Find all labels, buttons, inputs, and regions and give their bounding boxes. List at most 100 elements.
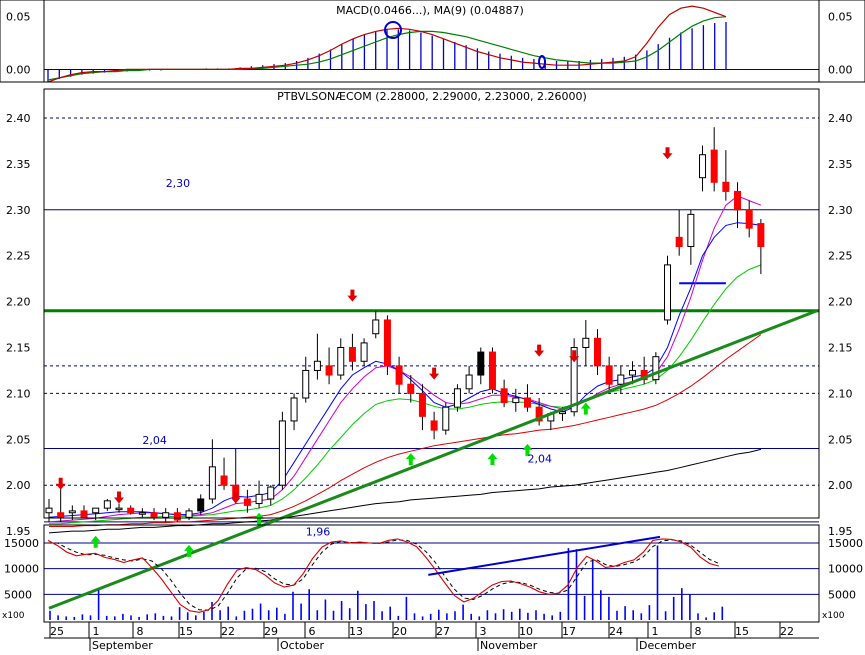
buy-arrow-icon <box>580 402 591 415</box>
x-day-label: 22 <box>221 625 235 638</box>
candle-body <box>407 383 415 394</box>
candle-body <box>243 498 251 506</box>
candle-body <box>477 351 485 376</box>
candle-body <box>138 512 146 515</box>
sell-arrow-icon <box>534 344 545 357</box>
volume-ytick-left: 10000 <box>4 563 39 576</box>
volume-ytick-right: 15000 <box>828 537 863 550</box>
buy-arrow-icon <box>254 512 265 525</box>
stochastic-line <box>47 538 720 613</box>
candle-body <box>208 466 216 500</box>
candle-body <box>757 223 765 248</box>
price-ytick-left: 2.20 <box>6 296 31 309</box>
macd-ytick-left: 0.05 <box>6 11 31 24</box>
candle-body <box>267 486 275 500</box>
level-annotation: 2,04 <box>142 434 167 447</box>
volume-ytick-right: 5000 <box>828 588 856 601</box>
price-ytick-right: 2.20 <box>828 296 853 309</box>
candle-body <box>593 337 601 367</box>
candle-body <box>395 365 403 385</box>
macd-panel <box>47 5 727 83</box>
sell-arrow-icon <box>55 477 66 490</box>
candle-body <box>652 356 660 381</box>
candle-body <box>430 420 438 431</box>
candle-body <box>360 342 368 362</box>
candle-body <box>278 420 286 486</box>
sell-arrow-icon <box>429 367 440 380</box>
macd-crossover-circle <box>538 55 546 69</box>
candle-body <box>197 498 205 512</box>
candle-body <box>442 406 450 431</box>
candle-body <box>418 392 426 417</box>
candle-body <box>488 351 496 390</box>
macd-title: MACD(0.0466...), MA(9) (0.04887) <box>336 4 524 17</box>
volume-ytick-left: 5000 <box>4 588 32 601</box>
candle-body <box>722 181 730 192</box>
candle-body <box>220 475 228 486</box>
price-ytick-right: 1.95 <box>828 525 853 538</box>
candle-body <box>290 397 298 422</box>
candle-body <box>687 213 695 248</box>
support-trendline <box>48 309 818 610</box>
outer-frame <box>0 0 865 83</box>
price-ytick-right: 2.00 <box>828 479 853 492</box>
macd-ytick-right: 0.05 <box>828 11 853 24</box>
sell-arrow-icon <box>230 491 241 504</box>
price-ytick-left: 2.30 <box>6 204 31 217</box>
candle-body <box>325 365 333 376</box>
candle-body <box>629 369 636 376</box>
volume-ytick-left: 15000 <box>4 537 39 550</box>
candle-body <box>348 347 356 362</box>
x-day-label: 24 <box>609 625 623 638</box>
candle-body <box>699 154 707 179</box>
sell-arrow-icon <box>347 289 358 302</box>
candle-body <box>115 507 123 511</box>
x-day-label: 15 <box>179 625 193 638</box>
buy-arrow-icon <box>522 443 533 456</box>
candle-body <box>523 397 531 408</box>
price-ytick-right: 2.05 <box>828 433 853 446</box>
candle-body <box>57 512 65 518</box>
x-day-label: 27 <box>436 625 450 638</box>
candle-body <box>185 510 193 518</box>
macd-crossover-circle <box>384 21 402 39</box>
x-day-label: 1 <box>652 625 659 638</box>
price-ytick-left: 2.00 <box>6 479 31 492</box>
x-day-label: 10 <box>519 625 533 638</box>
candle-body <box>617 374 625 385</box>
price-title: PTBVLSONÆCOM (2.28000, 2.29000, 2.23000,… <box>277 90 587 103</box>
macd-ytick-right: 0.00 <box>828 63 853 76</box>
candle-body <box>605 365 613 385</box>
x-day-label: 8 <box>695 625 702 638</box>
price-ytick-right: 2.10 <box>828 387 853 400</box>
candle-body <box>80 510 88 518</box>
candle-body <box>675 236 683 248</box>
price-ytick-right: 2.40 <box>828 112 853 125</box>
candle-body <box>92 507 100 514</box>
x-day-label: 13 <box>349 625 363 638</box>
x-month-label: November <box>480 639 538 651</box>
ma-red-line <box>49 334 762 527</box>
candle-body <box>313 360 321 371</box>
candle-body <box>558 411 566 415</box>
macd-line <box>47 5 727 83</box>
price-ytick-left: 2.25 <box>6 250 31 263</box>
x-day-label: 6 <box>309 625 316 638</box>
candle-body <box>150 512 158 518</box>
candle-body <box>45 507 53 514</box>
price-ytick-left: 2.35 <box>6 158 31 171</box>
candle-body <box>500 388 508 404</box>
level-annotation: 1,96 <box>306 526 331 539</box>
buy-arrow-icon <box>487 453 498 466</box>
candle-body <box>453 388 461 408</box>
x-month-label: December <box>639 639 697 651</box>
volume-panel <box>47 535 724 620</box>
candle-body <box>68 510 76 514</box>
candle-body <box>255 493 263 505</box>
x-month-label: October <box>280 639 324 651</box>
candle-body <box>535 406 543 422</box>
x-month-label: September <box>92 639 153 651</box>
price-ytick-left: 2.40 <box>6 112 31 125</box>
